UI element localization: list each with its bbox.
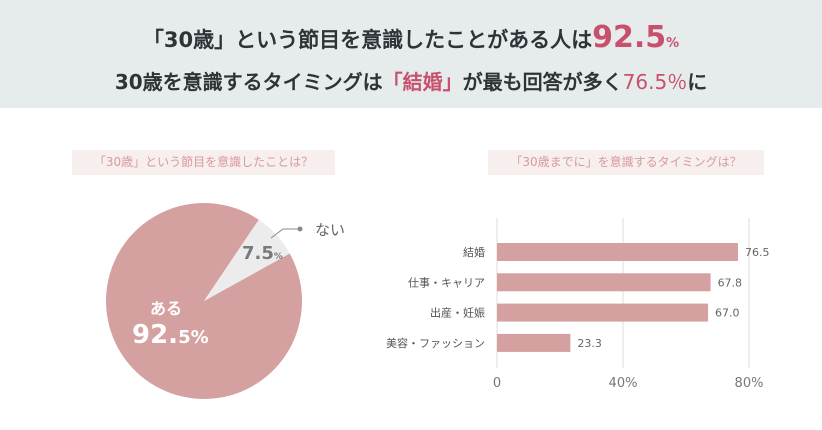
x-tick-label: 40% — [609, 376, 638, 391]
category-label: 仕事・キャリア — [408, 276, 485, 289]
bar-title: 「30歳までに」を意識するタイミングは？ — [488, 150, 764, 175]
x-tick-label: 80% — [735, 376, 764, 391]
pie-label-aru: ある — [150, 299, 182, 318]
headline-unit: % — [666, 36, 680, 51]
headline-line-1: 「30歳」という節目を意識したことがある人は92.5% — [0, 20, 822, 55]
category-label: 美容・ファッション — [386, 336, 485, 350]
pie-value-nai: 7.5% — [242, 243, 283, 264]
headline-value: 76.5％ — [622, 70, 688, 94]
leader-dot — [297, 226, 303, 232]
bar-2 — [497, 303, 709, 322]
data-label: 76.5 — [745, 246, 770, 259]
headline-text: 30歳を意識するタイミングは — [114, 70, 383, 94]
leader-line — [270, 228, 300, 239]
headline-text: 「30歳」という節目を意識したことがある人は — [142, 28, 593, 52]
pie-label-nai: ない — [315, 221, 345, 239]
pie-value-aru: 92.5% — [132, 320, 209, 350]
x-tick-label: 0 — [493, 376, 501, 391]
header-banner: 「30歳」という節目を意識したことがある人は92.5% 30歳を意識するタイミン… — [0, 0, 822, 108]
headline-highlight: 「結婚」 — [382, 70, 463, 94]
pie-title: 「30歳」という節目を意識したことは？ — [72, 150, 335, 175]
data-label: 67.0 — [715, 307, 740, 320]
category-label: 結婚 — [463, 245, 485, 259]
headline-line-2: 30歳を意識するタイミングは「結婚」が最も回答が多く76.5％に — [0, 66, 822, 95]
headline-value: 92.5 — [592, 20, 667, 55]
headline-text: が最も回答が多く — [462, 70, 623, 94]
bar-3 — [497, 333, 571, 352]
pie-slice-1 — [204, 219, 290, 301]
data-label: 23.3 — [577, 337, 602, 350]
bar-1 — [497, 273, 711, 292]
category-label: 出産・妊娠 — [430, 306, 485, 320]
bar-0 — [497, 243, 738, 261]
headline-text: に — [687, 70, 708, 94]
data-label: 67.8 — [718, 276, 743, 289]
